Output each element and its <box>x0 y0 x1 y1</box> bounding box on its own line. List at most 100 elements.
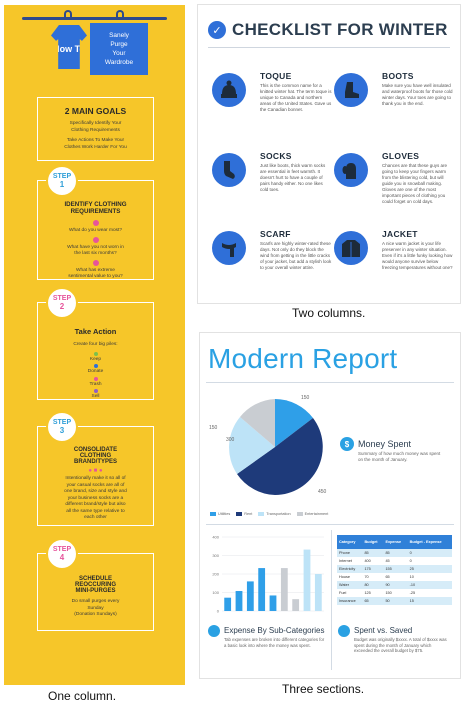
budget-table: Category Budget Expense Budget - Expense… <box>337 535 452 605</box>
table-cell: 50 <box>383 597 408 605</box>
item-desc: Scarfs are highly winter-rated these day… <box>260 241 332 270</box>
step4-title: SCHEDULE <box>78 576 112 582</box>
bullet-icon <box>92 236 99 243</box>
legend-item: Transportation <box>258 512 291 516</box>
boots-icon <box>334 73 368 107</box>
step3-badge: STEP 3 <box>46 411 78 443</box>
checklist-item-boots: BOOTS Make sure you have well insulated … <box>334 71 454 141</box>
checkmark-icon: ✓ <box>208 21 226 39</box>
table-cell: 175 <box>362 565 384 573</box>
item-name: SCARF <box>260 229 291 239</box>
pie-slice-utilities <box>275 399 313 447</box>
axis-tick-label: 100 <box>212 590 219 595</box>
item-name: BOOTS <box>382 71 414 81</box>
pie-slice-entertainment <box>240 399 275 447</box>
toque-icon <box>212 73 246 107</box>
step3-title: CONSOLIDATE <box>73 447 118 453</box>
step1-question: sentimental value to you? <box>68 274 123 279</box>
shirt-text: How To <box>53 44 85 54</box>
table-cell: Water <box>337 581 363 589</box>
table-cell: Insurance <box>337 597 363 605</box>
table-cell: 25 <box>407 565 452 573</box>
step3-box: CONSOLIDATE CLOTHING BRAND/TYPES ● ■ ● I… <box>37 426 154 526</box>
bar <box>224 597 232 611</box>
table-row: Fuel 125 150 -25 <box>337 589 452 597</box>
step4-text: Do small purges every <box>71 599 120 604</box>
money-spent-title: Money Spent <box>358 439 412 449</box>
step2-title: Take Action <box>74 327 117 336</box>
table-cell: 125 <box>362 589 384 597</box>
goals-title: 2 MAIN GOALS <box>64 106 127 116</box>
bullet-icon <box>93 364 98 368</box>
legend-item: Entertainment <box>296 512 329 516</box>
legend-label: Entertainment <box>304 512 329 516</box>
divider <box>208 47 450 48</box>
legend-swatch <box>258 512 265 516</box>
step3-text: your casual socks are all of <box>66 482 125 488</box>
legend-swatch <box>236 512 243 516</box>
table-row: House 70 65 10 <box>337 573 452 581</box>
step3-text: your business socks are a <box>67 495 124 501</box>
goals-box: 2 MAIN GOALS Specifically Identify Your … <box>37 97 154 161</box>
step-number: 1 <box>59 180 65 189</box>
axis-tick-label: 0 <box>217 609 220 614</box>
pile-item: Donate <box>87 369 104 374</box>
hanger-hook-icon <box>64 10 72 20</box>
item-name: SOCKS <box>260 151 292 161</box>
title-line: Purge <box>110 41 128 48</box>
step-label: STEP <box>52 419 72 426</box>
step3-text: Intentionally make it so all of <box>65 476 126 481</box>
table-row: Insurance 65 50 15 <box>337 597 452 605</box>
legend-label: Rent <box>244 512 253 516</box>
table-header: Category <box>337 535 363 549</box>
divider <box>206 524 454 525</box>
legend-label: Utilities <box>218 512 231 516</box>
goals-line: Clothes Work Harder For You <box>64 144 127 150</box>
table-header: Expense <box>383 535 408 549</box>
money-icon: $ <box>340 437 354 451</box>
hanger-hook-icon <box>116 10 124 20</box>
pie-label: 150 <box>209 425 218 431</box>
table-cell: 80 <box>362 581 384 589</box>
table-cell: 10 <box>407 573 452 581</box>
title-line: Wardrobe <box>104 59 134 66</box>
pile-item: Sell <box>91 394 100 399</box>
goals-line: Specifically Identify Your <box>69 121 122 126</box>
step3-text: all the same type relative to <box>66 508 125 514</box>
bullet-icon <box>93 376 98 381</box>
report-title: Modern Report <box>208 343 398 374</box>
clothing-icons: ● ■ ● <box>88 468 103 474</box>
step2-badge: STEP 2 <box>46 287 78 319</box>
checklist-title: CHECKLIST FOR WINTER <box>232 20 448 39</box>
spent-saved-desc: Budget was originally $xxxx. A total of … <box>354 637 447 654</box>
table-header: Budget - Expense <box>407 535 452 549</box>
table-row: Internet 400 45 0 <box>337 557 452 565</box>
step1-question: What have you not worn in <box>67 244 124 250</box>
legend-item: Rent <box>236 512 252 516</box>
table-header-row: Category Budget Expense Budget - Expense <box>337 535 452 549</box>
bar <box>258 568 266 611</box>
table-cell: House <box>337 573 363 581</box>
table-cell: 400 <box>362 557 384 565</box>
pie-label: 450 <box>318 489 327 495</box>
checklist-item-socks: SOCKS Just like boots, thick warm socks … <box>212 151 332 221</box>
step3-title: CLOTHING <box>79 453 112 459</box>
jacket-icon <box>334 231 368 265</box>
bar <box>314 574 322 611</box>
spent-saved-title: Spent vs. Saved <box>354 626 413 635</box>
checklist-item-jacket: JACKET A nice warm jacket is your life p… <box>334 229 454 299</box>
hanger-rail <box>22 17 167 20</box>
bar-chart: 400 300 200 100 0 <box>212 535 324 614</box>
caption-two-columns: Two columns. <box>292 306 366 320</box>
table-cell: -10 <box>407 581 452 589</box>
checklist-header: ✓ CHECKLIST FOR WINTER <box>208 19 450 41</box>
checklist-item-scarf: SCARF Scarfs are highly winter-rated the… <box>212 229 332 299</box>
step1-question: What do you wear most? <box>68 228 123 233</box>
step-number: 2 <box>59 302 65 311</box>
table-cell: 90 <box>383 581 408 589</box>
pie-legend: Utilities Rent Transportation Entertainm… <box>210 509 360 519</box>
step1-title: IDENTIFY CLOTHING <box>64 201 127 208</box>
checklist-item-gloves: GLOVES Chances are that these guys are g… <box>334 151 454 221</box>
step4-box: SCHEDULE REOCCURING MINI-PURGES Do small… <box>37 553 154 631</box>
step3-text: one brand, size and style and <box>64 489 127 494</box>
